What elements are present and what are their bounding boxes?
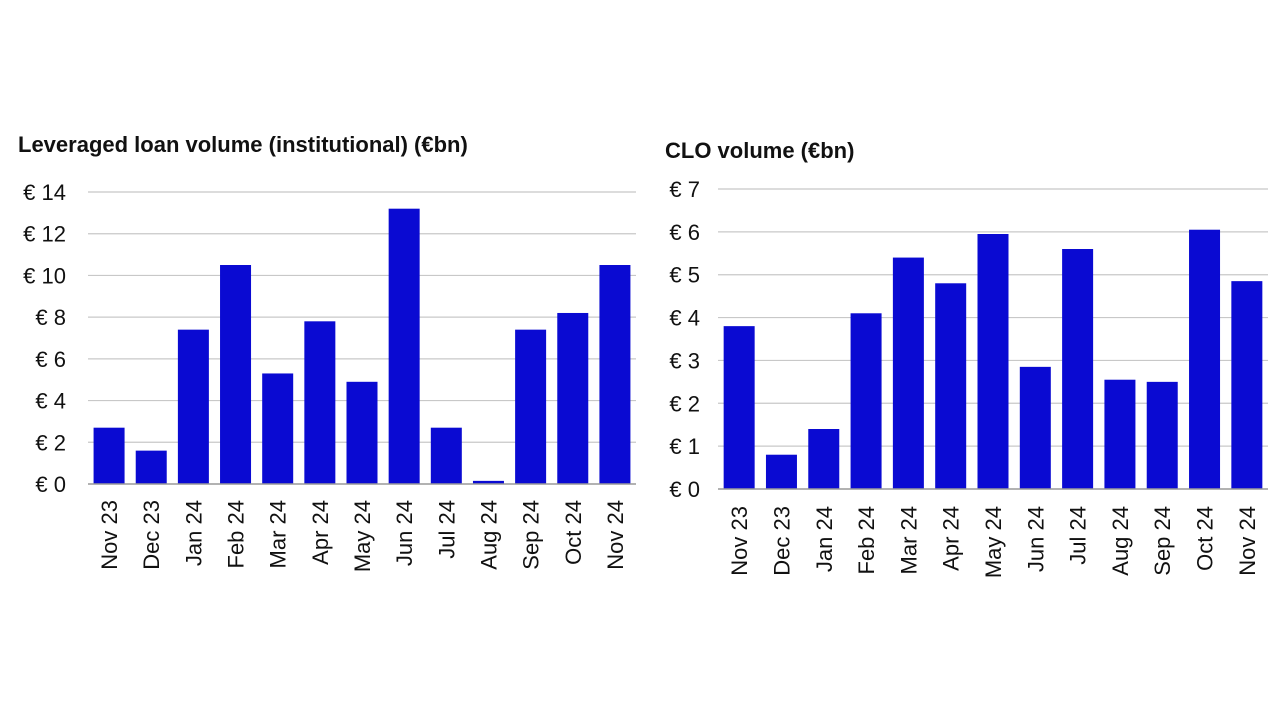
loan-bar: [472, 480, 504, 484]
clo-bar: [1231, 281, 1263, 489]
clo-x-tick-label: May 24: [981, 506, 1006, 578]
loan-bar: [93, 427, 125, 484]
clo-x-tick-label: Jul 24: [1066, 506, 1091, 565]
clo-bar: [1062, 249, 1094, 489]
clo-bar: [723, 326, 755, 489]
clo-x-tick-label: Mar 24: [896, 506, 921, 574]
loan-x-tick-label: Nov 24: [603, 500, 628, 570]
clo-volume-title: CLO volume (€bn): [665, 138, 854, 163]
loan-x-tick-label: Apr 24: [308, 500, 333, 565]
leveraged-loan-title: Leveraged loan volume (institutional) (€…: [18, 132, 468, 157]
clo-bar: [850, 313, 882, 489]
clo-bar: [1189, 229, 1221, 489]
clo-x-tick-label: Apr 24: [939, 506, 964, 571]
loan-x-tick-label: Oct 24: [561, 500, 586, 565]
clo-bar: [935, 283, 967, 489]
clo-x-tick-label: Feb 24: [854, 506, 879, 575]
loan-x-tick-label: Sep 24: [519, 500, 544, 570]
loan-bar: [346, 381, 378, 484]
loan-bar: [515, 329, 547, 484]
loan-x-tick-label: Dec 23: [139, 500, 164, 570]
clo-y-tick-label: € 7: [669, 177, 700, 202]
clo-bar: [765, 454, 797, 489]
loan-y-tick-label: € 0: [35, 472, 66, 497]
loan-x-tick-label: Jun 24: [392, 500, 417, 566]
loan-bar: [599, 265, 631, 484]
clo-x-tick-label: Sep 24: [1150, 506, 1175, 576]
clo-y-tick-label: € 1: [669, 434, 700, 459]
clo-x-tick-label: Jan 24: [812, 506, 837, 572]
loan-y-tick-label: € 14: [23, 180, 66, 205]
clo-x-tick-label: Nov 24: [1235, 506, 1260, 576]
clo-x-tick-label: Oct 24: [1193, 506, 1218, 571]
loan-bar: [220, 265, 252, 484]
clo-bar: [1146, 381, 1178, 489]
clo-bar: [808, 429, 840, 489]
loan-y-tick-label: € 4: [35, 389, 66, 414]
clo-y-tick-label: € 6: [669, 220, 700, 245]
clo-y-tick-label: € 0: [669, 477, 700, 502]
loan-y-tick-label: € 10: [23, 263, 66, 288]
clo-y-tick-label: € 3: [669, 348, 700, 373]
clo-y-tick-label: € 5: [669, 263, 700, 288]
clo-bar: [977, 234, 1009, 489]
loan-x-tick-label: Jul 24: [434, 500, 459, 559]
clo-x-tick-label: Aug 24: [1108, 506, 1133, 576]
loan-bar: [177, 329, 209, 484]
loan-y-tick-label: € 6: [35, 347, 66, 372]
loan-bar: [304, 321, 336, 484]
loan-x-tick-label: Jan 24: [181, 500, 206, 566]
loan-y-tick-label: € 8: [35, 305, 66, 330]
leveraged-loan-chart: Leveraged loan volume (institutional) (€…: [18, 132, 636, 572]
clo-x-tick-label: Dec 23: [769, 506, 794, 576]
clo-bar: [892, 257, 924, 489]
loan-bar: [262, 373, 294, 484]
loan-bar: [430, 427, 462, 484]
loan-bar: [388, 208, 420, 484]
clo-x-tick-label: Jun 24: [1023, 506, 1048, 572]
clo-bar: [1019, 366, 1051, 489]
loan-x-tick-label: Aug 24: [476, 500, 501, 570]
loan-y-tick-label: € 12: [23, 222, 66, 247]
clo-x-tick-label: Nov 23: [727, 506, 752, 576]
clo-y-tick-label: € 2: [669, 391, 700, 416]
loan-x-tick-label: May 24: [350, 500, 375, 572]
clo-bar: [1104, 379, 1136, 489]
clo-y-tick-label: € 4: [669, 306, 700, 331]
loan-x-tick-label: Feb 24: [224, 500, 249, 569]
loan-bar: [557, 312, 589, 484]
loan-bar: [135, 450, 167, 484]
loan-x-tick-label: Mar 24: [266, 500, 291, 568]
loan-y-tick-label: € 2: [35, 430, 66, 455]
clo-volume-chart: CLO volume (€bn) € 0 € 1 € 2 € 3 € 4 € 5 € 6 € …: [665, 138, 1268, 578]
loan-x-tick-label: Nov 23: [97, 500, 122, 570]
